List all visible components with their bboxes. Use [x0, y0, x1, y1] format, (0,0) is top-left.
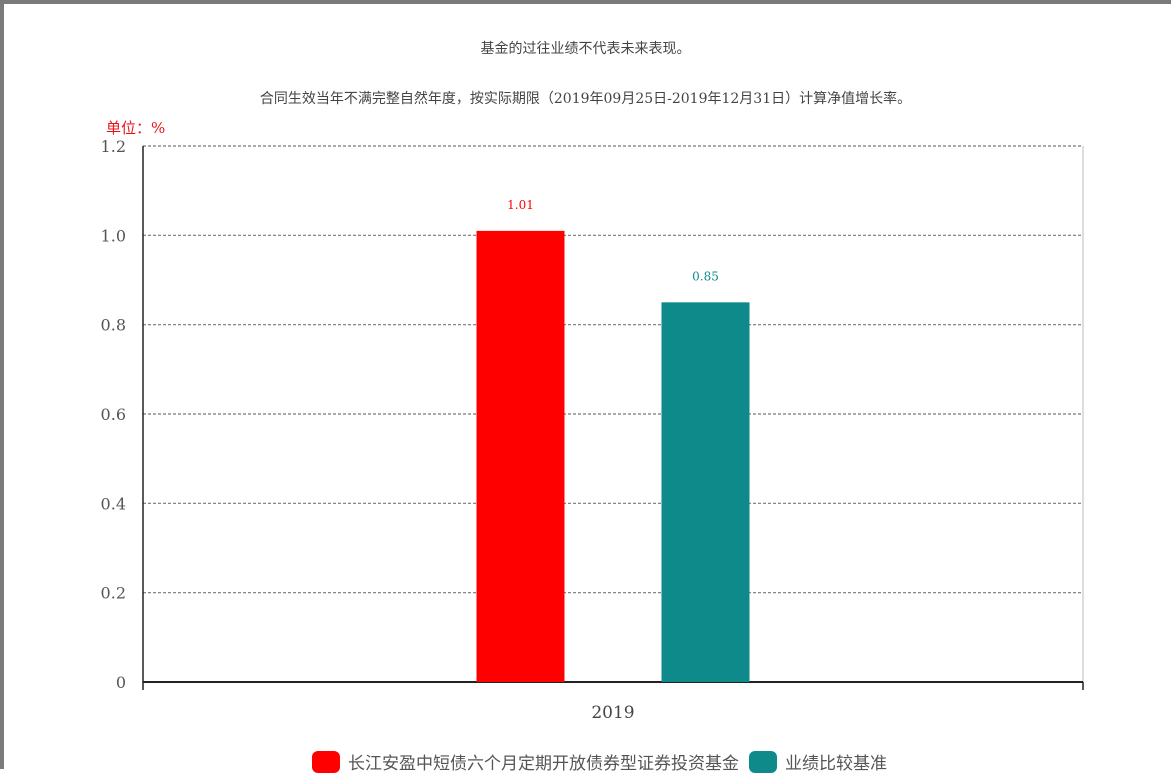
y-tick-label: 0	[116, 673, 126, 692]
y-tick-label: 0.8	[101, 316, 126, 335]
period-note: 合同生效当年不满完整自然年度，按实际期限（2019年09月25日-2019年12…	[259, 91, 912, 107]
bar-benchmark-2019	[661, 302, 750, 682]
bar-fund-2019	[476, 230, 565, 682]
legend-label-benchmark: 业绩比较基准	[785, 754, 887, 774]
legend-label-fund: 长江安盈中短债六个月定期开放债券型证券投资基金	[348, 754, 739, 774]
legend-item-fund[interactable]: 长江安盈中短债六个月定期开放债券型证券投资基金	[312, 749, 739, 774]
y-tick-label: 0.2	[101, 584, 126, 603]
data-label: 0.85	[692, 269, 719, 283]
legend-item-benchmark[interactable]: 业绩比较基准	[749, 749, 887, 774]
y-tick-label: 1.2	[101, 137, 126, 156]
y-tick-label: 0.6	[101, 405, 126, 424]
y-tick-label: 0.4	[101, 494, 126, 513]
unit-label: 单位：%	[106, 119, 166, 137]
legend-swatch-benchmark	[749, 750, 777, 773]
legend-swatch-fund	[312, 750, 340, 773]
y-tick-label: 1.0	[101, 226, 126, 245]
data-label: 1.01	[507, 198, 534, 212]
disclaimer-note: 基金的过往业绩不代表未来表现。	[480, 41, 691, 57]
x-tick-label: 2019	[591, 703, 634, 723]
legend: 长江安盈中短债六个月定期开放债券型证券投资基金 业绩比较基准	[312, 749, 887, 774]
